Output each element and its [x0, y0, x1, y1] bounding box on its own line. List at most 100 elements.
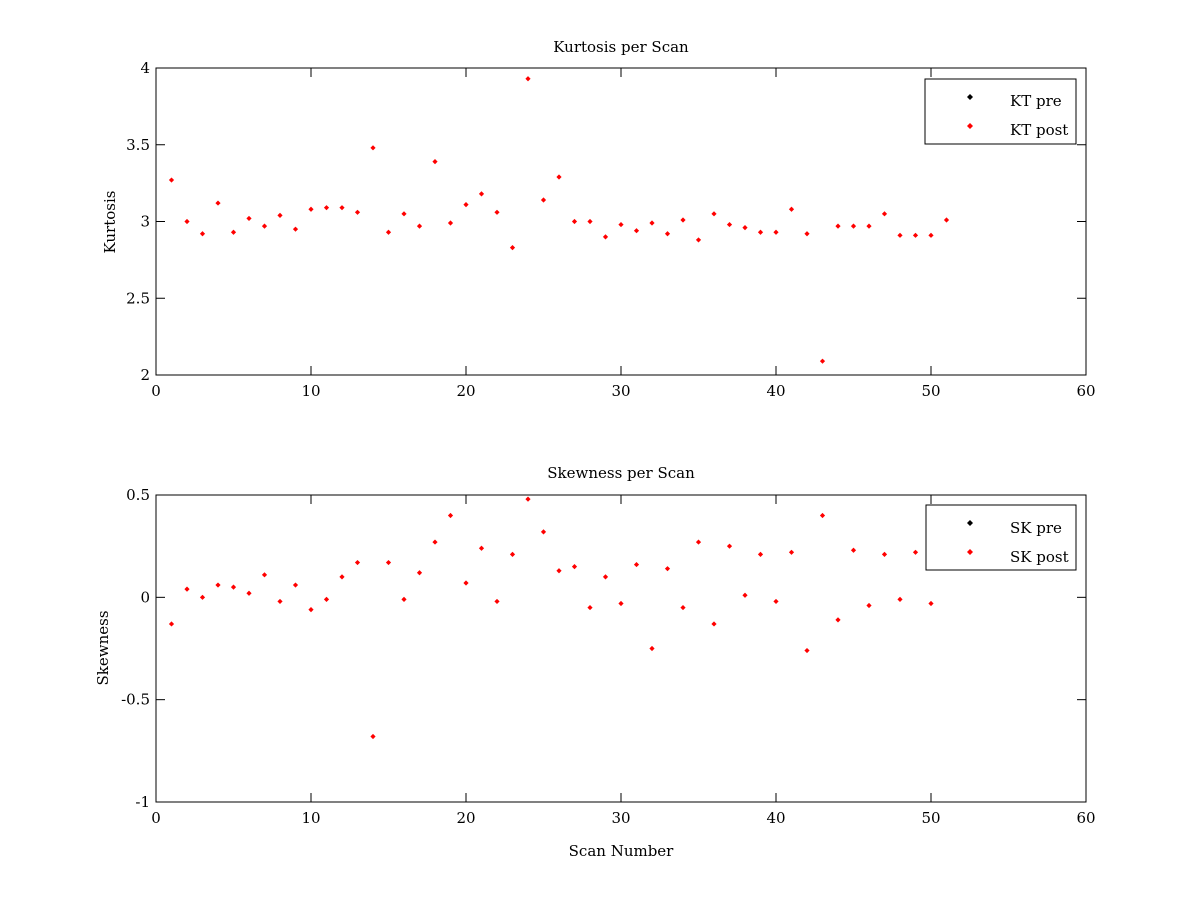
data-point	[881, 551, 888, 557]
data-point	[308, 607, 314, 613]
data-point	[199, 594, 206, 600]
data-point	[432, 539, 438, 545]
data-point	[292, 226, 299, 232]
kurtosis-legend: KT pre KT post	[924, 78, 1077, 145]
data-point	[695, 539, 702, 545]
x-tick-label: 0	[151, 382, 161, 400]
data-point	[680, 604, 686, 611]
legend-label-kt-pre: KT pre	[1010, 92, 1062, 110]
data-point	[804, 647, 810, 654]
y-tick-label: -1	[135, 793, 150, 811]
data-point	[664, 231, 671, 237]
legend-marker-sk-pre	[967, 520, 973, 526]
data-point	[168, 177, 175, 183]
legend-label-sk-post: SK post	[1010, 548, 1069, 566]
data-point	[742, 592, 748, 598]
x-tick-label: 50	[921, 382, 940, 400]
data-point	[633, 228, 640, 234]
kurtosis-panel: Kurtosis per Scan Kurtosis 0 10 20 30 40 50 60…	[101, 38, 1096, 400]
y-tick-label: 2.5	[126, 289, 150, 307]
data-point	[339, 205, 345, 211]
skewness-legend: SK pre SK post	[925, 504, 1077, 571]
data-point	[928, 232, 934, 238]
data-point	[556, 174, 562, 180]
data-point	[556, 568, 562, 574]
data-point	[261, 223, 268, 229]
data-point	[478, 191, 485, 197]
data-point	[261, 572, 268, 578]
data-point	[835, 223, 841, 229]
data-point	[525, 76, 531, 82]
skewness-y-axis-label: Skewness	[94, 610, 112, 685]
kurtosis-data-points	[168, 76, 950, 364]
data-point	[835, 617, 841, 623]
y-tick-label: 2	[140, 366, 150, 384]
data-point	[773, 229, 779, 235]
data-point	[943, 217, 950, 223]
data-point	[897, 232, 903, 238]
data-point	[540, 529, 547, 535]
x-tick-label: 0	[151, 809, 161, 827]
data-point	[323, 205, 330, 211]
data-point	[168, 621, 175, 627]
data-point	[850, 547, 857, 553]
y-tick-label: 3.5	[126, 136, 150, 154]
data-point	[509, 244, 516, 251]
data-point	[757, 229, 764, 235]
data-point	[757, 551, 764, 557]
skewness-chart-title: Skewness per Scan	[547, 464, 695, 482]
data-point	[199, 231, 206, 237]
data-point	[850, 223, 857, 229]
data-point	[463, 580, 469, 586]
data-point	[571, 218, 578, 225]
data-point	[292, 582, 299, 588]
data-point	[695, 237, 702, 243]
data-point	[447, 220, 454, 226]
legend-marker-kt-pre	[967, 94, 973, 100]
data-point	[680, 217, 686, 223]
data-point	[711, 211, 717, 217]
x-tick-label: 20	[456, 809, 475, 827]
y-tick-label: 3	[140, 213, 150, 231]
skewness-data-points	[168, 496, 934, 740]
data-point	[215, 582, 221, 588]
data-point	[494, 598, 500, 605]
data-point	[587, 604, 593, 611]
data-point	[525, 496, 531, 502]
kurtosis-y-axis-label: Kurtosis	[101, 191, 119, 254]
data-point	[819, 358, 826, 364]
data-point	[354, 209, 361, 215]
y-tick-label: 0	[140, 588, 150, 606]
data-point	[370, 733, 376, 740]
data-point	[726, 543, 733, 549]
y-tick-label: 4	[140, 59, 150, 77]
data-point	[881, 211, 888, 217]
x-tick-label: 60	[1076, 809, 1095, 827]
data-point	[246, 215, 252, 222]
data-point	[401, 211, 407, 217]
data-point	[571, 564, 578, 570]
data-point	[587, 218, 593, 225]
x-tick-label: 30	[611, 809, 630, 827]
data-point	[649, 220, 655, 226]
x-tick-label: 20	[456, 382, 475, 400]
data-point	[308, 206, 314, 212]
data-point	[819, 512, 826, 519]
data-point	[866, 223, 872, 229]
data-point	[230, 584, 237, 590]
data-point	[618, 600, 624, 607]
data-point	[912, 549, 919, 555]
data-point	[478, 545, 485, 551]
y-tick-label: -0.5	[121, 691, 150, 709]
data-point	[277, 598, 283, 605]
data-point	[184, 586, 190, 592]
y-tick-label: 0.5	[126, 486, 150, 504]
skewness-axis-ticks: 0 10 20 30 40 50 60 -1 -0.5 0 0.5	[121, 486, 1095, 827]
x-tick-label: 10	[301, 809, 320, 827]
x-tick-label: 30	[611, 382, 630, 400]
data-point	[463, 202, 469, 208]
data-point	[385, 559, 392, 566]
x-tick-label: 50	[921, 809, 940, 827]
data-point	[664, 566, 671, 572]
